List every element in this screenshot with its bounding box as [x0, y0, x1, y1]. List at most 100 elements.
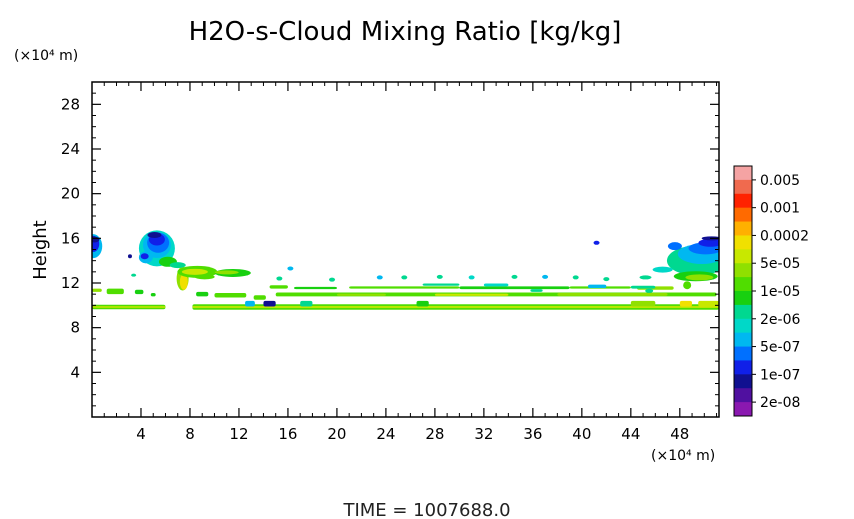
colorbar-swatch [734, 332, 752, 347]
layer-11-seg [92, 288, 102, 292]
cloud-right-drop [683, 281, 692, 290]
time-caption: TIME = 1007688.0 [342, 500, 510, 519]
x-tick-label: 36 [523, 425, 542, 443]
y-tick-label: 12 [61, 274, 80, 292]
layer-11-seg [134, 289, 144, 295]
layer-main-spot [698, 300, 719, 307]
colorbar-swatch [734, 235, 752, 250]
colorbar-swatch [734, 374, 752, 389]
layer-11-seg [434, 293, 509, 296]
colorbar-swatch [734, 277, 752, 292]
cloud-right-speck [645, 288, 654, 293]
x-tick-label: 16 [278, 425, 297, 443]
layer-main-spot [300, 300, 313, 307]
plume-ext-core [214, 270, 239, 275]
colorbar-label: 5e-05 [760, 256, 800, 272]
layer-11-seg [587, 284, 607, 289]
layer-11-seg [483, 283, 509, 287]
colorbar-label: 1e-07 [760, 367, 800, 383]
cloud-speck [593, 240, 600, 245]
colorbar-swatch [734, 221, 752, 236]
colorbar-swatch [734, 193, 752, 209]
colorbar-swatch [734, 402, 752, 417]
layer-11-seg [336, 293, 386, 296]
x-tick-label: 4 [136, 425, 146, 443]
cloud-right-tail [652, 266, 673, 273]
colorbar-swatch [734, 360, 752, 375]
colorbar-swatch [734, 207, 752, 222]
x-tick-label: 24 [376, 425, 395, 443]
cloud-speck [436, 274, 443, 279]
x-tick-label: 48 [670, 425, 689, 443]
colorbar-label: 5e-07 [760, 340, 800, 356]
layer-11-seg [422, 283, 460, 286]
layer-11-seg [269, 285, 288, 289]
x-axis-unit: (×10⁴ m) [651, 448, 715, 464]
cloud-speck [572, 275, 579, 280]
colorbar-swatch [734, 179, 752, 195]
cloud-5-top [147, 231, 162, 238]
colorbar-label: 2e-08 [760, 395, 800, 411]
layer-11-seg [630, 285, 656, 289]
cloud-speck [401, 275, 408, 280]
colorbar-label: 0.005 [760, 173, 800, 189]
colorbar-swatch [734, 249, 752, 264]
cloud-speck [376, 275, 383, 280]
y-tick-label: 20 [61, 185, 80, 203]
plume-body-core [181, 268, 208, 275]
y-tick-label: 8 [70, 319, 80, 337]
colorbar-swatch [734, 388, 752, 403]
cloud-speck [542, 274, 549, 279]
y-tick-label: 4 [70, 363, 80, 381]
layer-11-seg [459, 286, 570, 290]
layer-main-core [92, 306, 166, 308]
chart-title: H2O-s-Cloud Mixing Ratio [kg/kg] [189, 17, 622, 47]
layer-11-seg [106, 288, 124, 295]
layer-main-core [192, 306, 719, 308]
cloud-speck [127, 254, 132, 259]
layer-11-seg [214, 293, 247, 298]
cloud-speck [603, 277, 610, 282]
x-tick-label: 32 [474, 425, 493, 443]
x-tick-label: 8 [185, 425, 195, 443]
colorbar-swatch [734, 263, 752, 278]
layer-11-seg [294, 286, 337, 290]
layer-11-seg [150, 293, 156, 297]
x-tick-label: 20 [327, 425, 346, 443]
layer-11-seg [196, 291, 209, 297]
y-axis-label: Height [30, 220, 51, 280]
cloud-right-low-core [685, 274, 714, 281]
colorbar-label: 1e-05 [760, 284, 800, 300]
x-tick-label: 40 [572, 425, 591, 443]
plume-tail-core [179, 273, 188, 290]
colorbar-label: 0.001 [760, 201, 800, 217]
plot-frame [91, 81, 720, 418]
y-axis-unit: (×10⁴ m) [14, 48, 78, 64]
cloud-right-tail2 [639, 275, 652, 280]
layer-main-spot [416, 300, 429, 307]
layer-main-spot [679, 300, 693, 307]
colorbar-label: 2e-06 [760, 312, 800, 328]
cloud-speck [276, 276, 283, 281]
y-tick-label: 16 [61, 229, 80, 247]
layer-main-spot [630, 300, 656, 307]
layer-11-seg [530, 289, 543, 292]
cloud-speck [468, 275, 475, 280]
colorbar-swatch [734, 304, 752, 320]
layer-11-seg [253, 295, 266, 300]
colorbar-swatch [734, 291, 752, 306]
cloud-right-left [667, 242, 682, 251]
x-tick-label: 12 [229, 425, 248, 443]
layer-main-spot [245, 300, 255, 307]
cloud-speck [511, 274, 518, 279]
layer-main-spot [263, 300, 276, 307]
plume-branch [194, 274, 215, 280]
x-tick-label: 28 [425, 425, 444, 443]
cloud-5-left-lobe-core [140, 253, 149, 260]
colorbar-label: 0.0002 [760, 228, 809, 244]
cloud-speck [287, 266, 294, 271]
y-tick-label: 24 [61, 140, 80, 158]
layer-11-seg [557, 293, 668, 296]
colorbar: 0.005 0.001 0.0002 5e-05 1e-05 2e-06 5e-07 1e-0… [733, 165, 809, 417]
